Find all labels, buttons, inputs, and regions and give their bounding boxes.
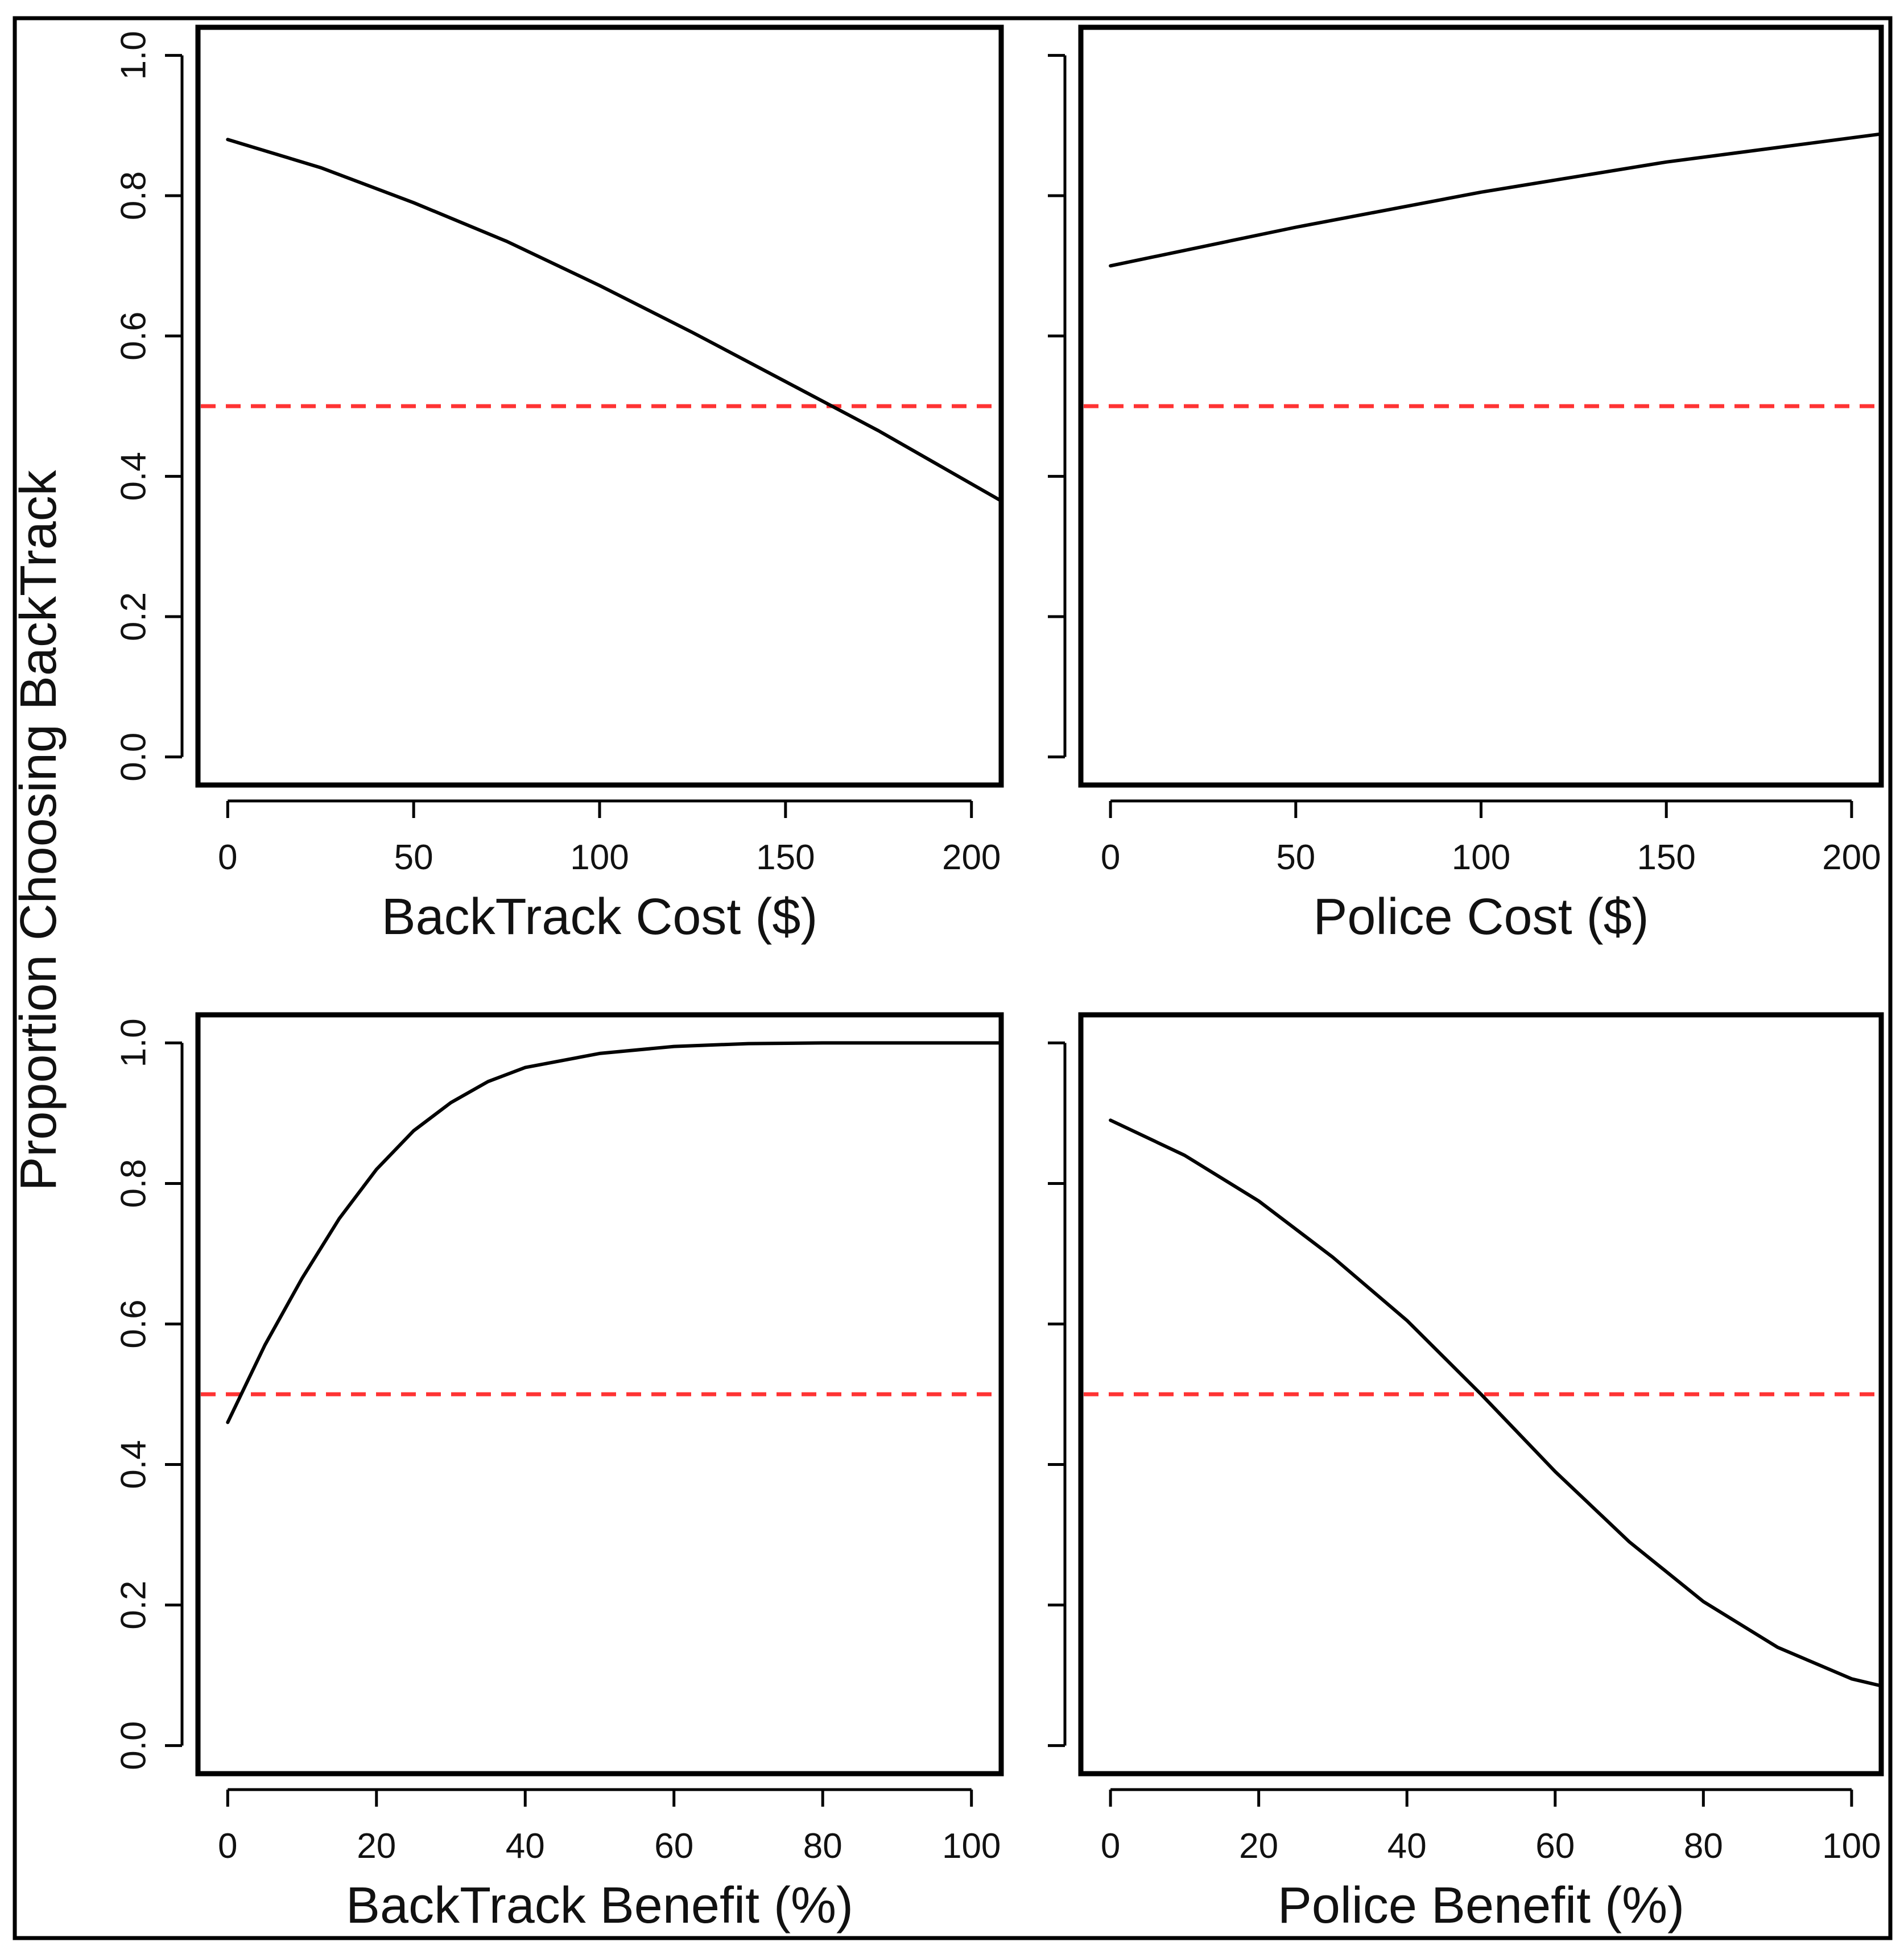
x-tick-label: 20 [1239, 1827, 1278, 1866]
x-tick-label: 40 [1387, 1827, 1427, 1866]
x-tick-label: 50 [1276, 838, 1315, 877]
series-line-predicted [1109, 132, 1883, 268]
x-tick-label: 0 [218, 1827, 237, 1866]
x-tick-label: 60 [1535, 1827, 1575, 1866]
series-line-predicted [226, 138, 1003, 503]
panel-police-benefit: 0 20 40 60 80 100 Police Benefit (%) [1048, 1012, 1884, 1934]
x-tick-label: 40 [506, 1827, 545, 1866]
x-tick-label: 200 [1822, 838, 1881, 877]
plot-frame [1078, 24, 1884, 788]
y-tick-label: 0.4 [114, 452, 154, 501]
x-axis-title: BackTrack Benefit (%) [346, 1877, 853, 1934]
x-tick-label: 0 [1101, 1827, 1120, 1866]
x-tick-label: 200 [942, 838, 1001, 877]
series-line-predicted [1109, 1118, 1883, 1688]
x-tick-label: 0 [1101, 838, 1120, 877]
panel-backtrack-benefit: 0 20 40 60 80 100 0.0 0.2 0.4 0.6 0.8 1.0 BackTrack … [114, 1012, 1004, 1934]
y-tick-label: 0.0 [114, 733, 154, 782]
y-tick-label: 0.4 [114, 1440, 154, 1489]
x-tick-label: 50 [394, 838, 433, 877]
x-axis-title: Police Benefit (%) [1278, 1877, 1684, 1934]
x-tick-label: 0 [218, 838, 237, 877]
x-tick-label: 100 [1822, 1827, 1881, 1866]
plot-frame [1078, 1012, 1884, 1777]
y-tick-label: 0.2 [114, 1580, 154, 1629]
y-tick-label: 0.6 [114, 1299, 154, 1348]
x-tick-label: 150 [756, 838, 815, 877]
x-tick-label: 80 [803, 1827, 842, 1866]
x-tick-label: 100 [942, 1827, 1001, 1866]
x-tick-label: 100 [1452, 838, 1510, 877]
plot-frame [195, 1012, 1004, 1777]
plot-frame [195, 24, 1004, 788]
panel-police-cost: 0 50 100 150 200 Police Cost ($) [1048, 24, 1884, 945]
y-axis-title: Proportion Choosing BackTrack [10, 469, 67, 1191]
panel-backtrack-cost: 0 50 100 150 200 0.0 0.2 0.4 0.6 0.8 1.0 BackTrack … [114, 24, 1004, 945]
x-tick-label: 150 [1637, 838, 1695, 877]
x-tick-label: 100 [570, 838, 629, 877]
y-tick-label: 0.2 [114, 592, 154, 641]
y-tick-label: 0.8 [114, 1159, 154, 1208]
figure-border [13, 16, 1893, 1940]
y-tick-label: 0.8 [114, 171, 154, 220]
x-tick-label: 20 [357, 1827, 396, 1866]
x-tick-label: 60 [654, 1827, 693, 1866]
x-axis-title: BackTrack Cost ($) [382, 889, 818, 945]
y-tick-label: 1.0 [114, 31, 154, 80]
x-tick-label: 80 [1684, 1827, 1723, 1866]
panels: 0 50 100 150 2000.00.20.40.60.81.0BackTrack … [114, 24, 1884, 1934]
x-axis-title: Police Cost ($) [1313, 889, 1649, 945]
series-line-predicted [226, 1041, 1003, 1424]
y-tick-label: 1.0 [114, 1018, 154, 1067]
y-tick-label: 0.6 [114, 312, 154, 361]
y-tick-label: 0.0 [114, 1721, 154, 1770]
